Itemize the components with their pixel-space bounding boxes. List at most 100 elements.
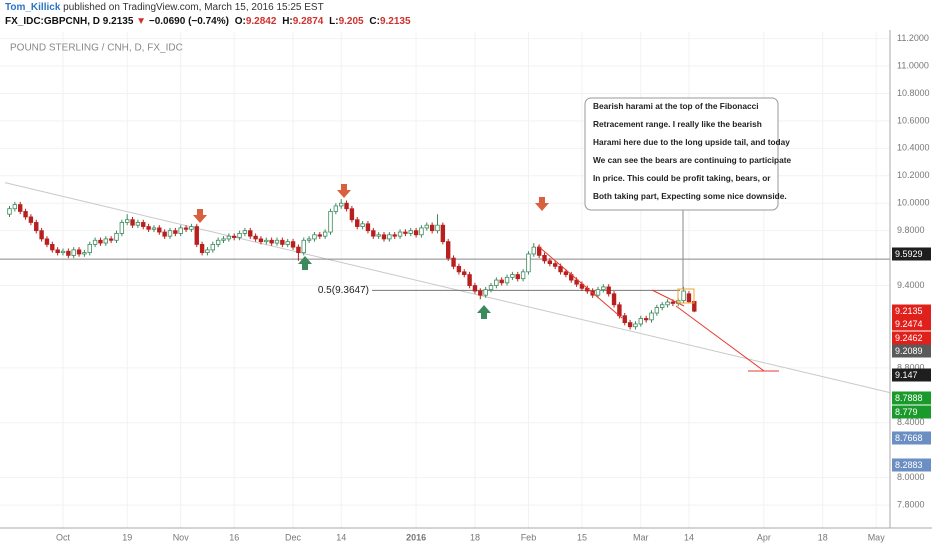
ohlc-value: 9.2135: [379, 16, 411, 27]
symbol: FX_IDC:GBPCNH, D: [5, 16, 101, 27]
candle-body: [638, 318, 643, 325]
candle-body: [435, 224, 440, 232]
candle-body: [686, 293, 692, 303]
price-label: 8.2883: [895, 460, 923, 470]
candle-body: [478, 290, 483, 296]
candle-body: [419, 227, 424, 236]
red-trend-line: [537, 245, 623, 319]
candle-body: [643, 318, 649, 321]
candle-body: [125, 219, 130, 223]
price-label: 8.779: [895, 407, 918, 417]
candle-body: [167, 230, 173, 237]
candle-body: [17, 204, 23, 212]
candle-body: [248, 230, 253, 237]
candle-body: [231, 235, 237, 238]
candle-body: [253, 235, 258, 240]
price-label-box: [892, 458, 931, 472]
candle-body: [312, 234, 317, 240]
price-label-box: [892, 331, 931, 345]
red-projection-line: [675, 305, 765, 372]
x-tick-label: Dec: [285, 532, 302, 542]
x-tick-label: Feb: [521, 532, 537, 542]
callout-text: Both taking part, Expecting some nice do…: [593, 191, 787, 201]
candle-body: [542, 254, 547, 262]
candle-body: [627, 322, 633, 328]
harami-box: [677, 288, 695, 304]
down-arrow: [193, 209, 207, 223]
candle-body: [392, 234, 397, 237]
candle-body: [322, 231, 328, 237]
x-tick-label: 14: [684, 532, 694, 542]
candle-body: [488, 285, 494, 291]
candle-body: [82, 252, 87, 255]
candle-body: [183, 227, 189, 230]
candle-body: [114, 233, 119, 241]
overlay-layer: 0.5(9.3647) Bearish harami at the top of …: [318, 101, 792, 296]
price-label: 9.5929: [895, 249, 923, 259]
header-line: Tom_Killick published on TradingView.com…: [5, 1, 324, 14]
callout-text: We can see the bears are continuing to p…: [593, 155, 791, 165]
candle-body: [381, 234, 387, 240]
candle-body: [199, 243, 205, 254]
candle-body: [670, 301, 676, 304]
price-change: −0.0690 (−0.74%): [148, 16, 229, 27]
candle-body: [660, 304, 665, 308]
ohlc-label: O:: [234, 16, 246, 27]
x-tick-label: Apr: [757, 532, 771, 542]
x-tick-label: Oct: [56, 532, 71, 542]
candle-body: [563, 271, 569, 275]
candle-body: [317, 234, 322, 237]
candle-body: [135, 222, 141, 226]
price-label-box: [892, 391, 931, 405]
price-label-box: [892, 344, 931, 358]
ohlc-label: H:: [282, 16, 293, 27]
candle-body: [157, 227, 162, 233]
candle-body: [146, 226, 151, 230]
y-tick-label: 7.8000: [897, 499, 925, 509]
candle-body: [499, 279, 504, 284]
candle-body: [574, 279, 579, 285]
candle-body: [50, 243, 55, 251]
y-tick-label: 10.0000: [897, 198, 930, 208]
callout-text: In price. This could be profit taking, b…: [593, 173, 771, 183]
author-link[interactable]: Tom_Killick: [5, 2, 61, 13]
candle-body: [39, 230, 44, 240]
candle-body: [162, 231, 167, 237]
candle-body: [221, 238, 226, 241]
price-label-box: [892, 304, 931, 318]
ohlc-value: 9.205: [338, 16, 364, 27]
candle-body: [285, 241, 290, 245]
candle-body: [606, 286, 611, 295]
candle-body: [547, 260, 553, 265]
callout-box: [584, 97, 779, 211]
ohlc-label: L:: [329, 16, 339, 27]
y-tick-label: 10.6000: [897, 115, 930, 125]
candle-body: [210, 243, 215, 251]
candle-body: [60, 250, 66, 254]
callout-text: Retracement range. I really like the bea…: [593, 119, 762, 129]
candle-body: [151, 227, 157, 230]
candle-body: [141, 222, 146, 227]
up-arrow: [477, 305, 491, 319]
trend-line: [4, 182, 891, 394]
candle-body: [429, 224, 435, 232]
x-tick-label: 18: [470, 532, 480, 542]
candle-body: [12, 204, 18, 210]
candle-body: [467, 274, 472, 286]
candle-body: [98, 239, 103, 244]
candle-body: [296, 246, 301, 254]
candle-body: [338, 202, 344, 207]
candle-body: [456, 265, 462, 273]
price-label: 8.7888: [895, 393, 923, 403]
candle-body: [103, 238, 108, 244]
candle-body: [371, 230, 376, 237]
candle-body: [280, 239, 285, 245]
candle-body: [205, 249, 210, 254]
down-icon: ▼: [136, 16, 147, 27]
price-label-box: [892, 368, 931, 382]
candle-body: [462, 271, 467, 275]
candle-body: [403, 231, 408, 234]
candle-body: [130, 219, 135, 226]
candle-body: [654, 307, 660, 314]
